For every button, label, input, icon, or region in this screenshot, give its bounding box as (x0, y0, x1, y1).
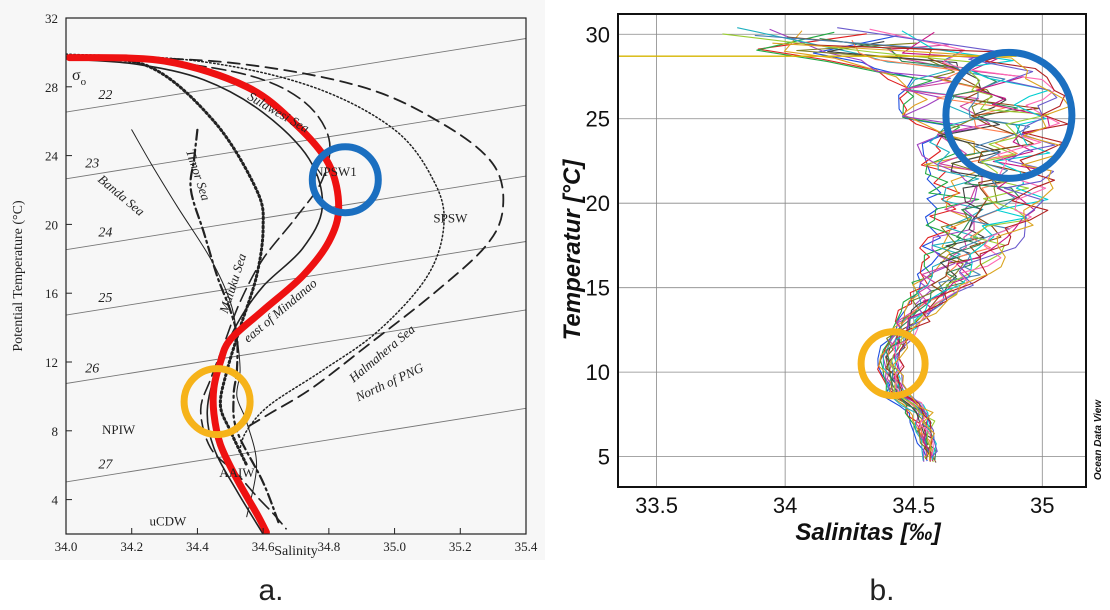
x-tick-label: 34.5 (892, 493, 935, 518)
x-tick-label: 34.8 (317, 539, 340, 554)
annotation-label: NPIW (102, 422, 136, 437)
y-tick-label: 4 (52, 493, 59, 508)
x-tick-label: 35.0 (383, 539, 406, 554)
highlight-circle (942, 48, 1076, 182)
annotation-label: SPSW (433, 211, 468, 226)
series-line-east-of-mindanao (71, 55, 331, 530)
panel-b-y-ticks: 5 10 15 20 25 30 (586, 22, 610, 469)
y-tick-label: 15 (586, 276, 610, 301)
panel-a-y-ticks: 4 8 12 16 20 24 28 32 (45, 11, 72, 508)
panel-a-y-axis-title: Potential Temperature (°C) (11, 200, 26, 352)
x-tick-label: 34.6 (252, 539, 275, 554)
panel-a-background (0, 0, 545, 560)
profile-line (722, 33, 1050, 463)
panel-b-x-axis-title: Salinitas [‰] (795, 519, 941, 546)
sigma-contour-label: 22 (98, 88, 112, 103)
panel-a-frame (65, 17, 527, 535)
x-tick-label: 34.0 (55, 539, 78, 554)
profile-line (756, 31, 980, 459)
series-line-halmahera-sea (66, 53, 445, 449)
panel-b-series (618, 27, 1070, 463)
sigma-contour-label: 25 (98, 291, 112, 306)
panel-b-markers (857, 48, 1076, 400)
sigma-contour-label: 27 (98, 458, 113, 473)
profile-line (894, 30, 1051, 461)
panel-a-x-ticks: 34.0 34.2 34.4 34.6 34.8 35.0 35.2 35.4 (55, 528, 538, 554)
profile-line (812, 34, 951, 462)
sigma-contour-line (66, 309, 526, 384)
profile-line (772, 42, 1070, 461)
sigma-contour-line (66, 175, 526, 251)
panel-b-chart: 33.5 34 34.5 35 5 10 15 20 25 30 Salinitas [‰] T… (559, 13, 1104, 546)
highlight-circle (308, 143, 382, 217)
x-tick-label: 34.2 (120, 539, 143, 554)
y-tick-label: 8 (52, 424, 59, 439)
x-tick-label: 34 (773, 493, 797, 518)
highlight-circle (180, 365, 254, 439)
y-tick-label: 25 (586, 107, 610, 132)
sigma-symbol: σo (72, 67, 87, 88)
y-tick-label: 30 (586, 22, 610, 47)
panel-a-series (66, 53, 505, 534)
y-tick-label: 12 (45, 355, 58, 370)
sigma-contour-label: 24 (98, 225, 112, 240)
y-tick-label: 28 (45, 80, 58, 95)
sigma-contour-label: 23 (85, 157, 99, 172)
panel-b-x-ticks: 33.5 34 34.5 35 (635, 493, 1054, 518)
ocean-data-view-watermark: Ocean Data View (1093, 399, 1104, 480)
y-tick-label: 32 (45, 11, 58, 26)
profile-line (893, 31, 1051, 462)
y-tick-label: 10 (586, 360, 610, 385)
series-line-north-of-png (75, 54, 505, 429)
annotation-label: uCDW (149, 513, 187, 528)
series-line-highlight (66, 54, 343, 534)
panel-b-frame (617, 13, 1087, 488)
highlight-circle (857, 328, 929, 400)
panel-a-label: a. (258, 574, 283, 607)
sigma-contour-line (66, 38, 526, 113)
x-tick-label: 35 (1030, 493, 1054, 518)
y-tick-label: 20 (45, 217, 58, 232)
profile-line (804, 44, 1069, 462)
profile-line (869, 28, 1060, 459)
annotation-label: NPSW1 (314, 164, 357, 179)
sigma-contour-label: 26 (85, 361, 99, 376)
panel-b-y-axis-title: Temperatur [°C] (559, 159, 586, 341)
profile-line (757, 33, 961, 461)
x-tick-label: 35.2 (449, 539, 472, 554)
x-tick-label: 34.4 (186, 539, 209, 554)
panel-a-markers (180, 143, 382, 439)
sigma-contour-line (66, 407, 526, 483)
profile-line (754, 34, 1030, 459)
y-tick-label: 5 (598, 445, 610, 470)
panel-a-x-axis-title: Salinity (274, 544, 318, 559)
x-tick-label: 35.4 (515, 539, 538, 554)
panel-b-label: b. (869, 574, 894, 607)
profile-line (796, 42, 998, 459)
y-tick-label: 20 (586, 191, 610, 216)
annotation-label: AAIW (219, 465, 255, 480)
series-line-sulawesi-sea (71, 58, 324, 534)
x-tick-label: 33.5 (635, 493, 678, 518)
profile-line (737, 27, 984, 461)
panel-b-grid (618, 14, 1086, 487)
series-line-timor-sea (189, 128, 281, 527)
y-tick-label: 24 (45, 149, 59, 164)
y-tick-label: 16 (45, 286, 59, 301)
